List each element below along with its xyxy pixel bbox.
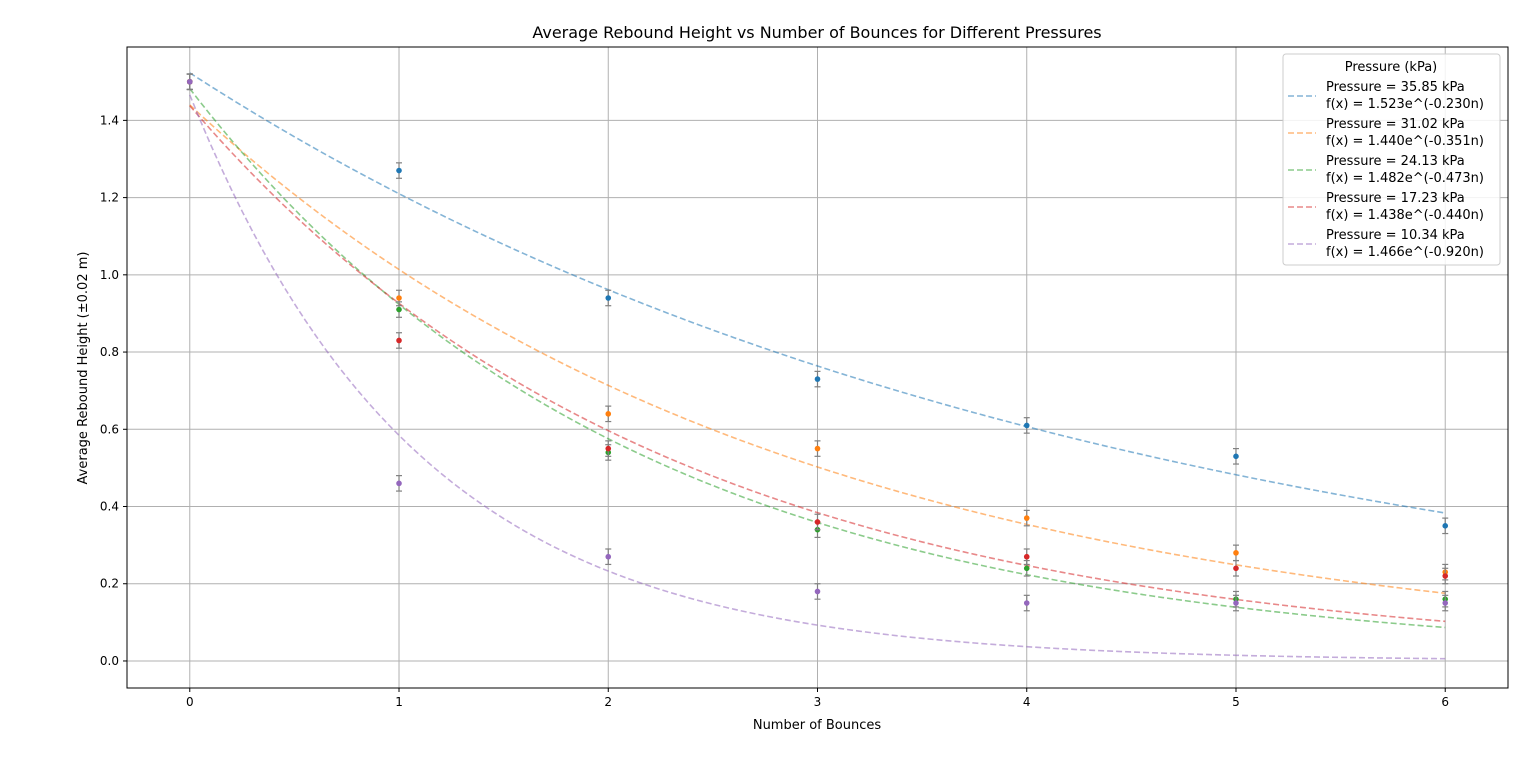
data-point — [396, 337, 402, 344]
data-point — [1233, 453, 1239, 460]
data-point — [396, 295, 402, 301]
data-point — [814, 588, 821, 595]
legend-fit-label-series-3: f(x) = 1.482e^(-0.473n) — [1326, 171, 1484, 186]
x-tick-label: 6 — [1441, 695, 1449, 709]
data-point — [1442, 573, 1449, 579]
fit-curve-series-5 — [189, 94, 1446, 660]
data-point — [1023, 515, 1030, 521]
legend-label-series-3: Pressure = 24.13 kPa — [1326, 154, 1465, 169]
y-tick-label: 0.2 — [100, 577, 119, 591]
legend-box — [1282, 53, 1501, 266]
data-point — [1233, 550, 1239, 556]
data-point — [605, 295, 612, 301]
x-tick-label: 1 — [395, 695, 403, 709]
legend-label-series-5: Pressure = 10.34 kPa — [1326, 228, 1465, 243]
fit-curve-series-1 — [189, 72, 1446, 514]
y-tick-label: 1.0 — [100, 268, 119, 282]
data-point — [396, 306, 402, 313]
x-tick-label: 5 — [1232, 695, 1240, 709]
x-axis-label: Number of Bounces — [753, 718, 882, 733]
data-point — [1233, 565, 1239, 572]
data-point — [1442, 600, 1449, 606]
y-axis-ticks: 0.0 0.2 0.4 0.6 0.8 1.0 1.2 1.4 — [100, 113, 127, 668]
y-tick-label: 1.4 — [100, 113, 119, 127]
y-tick-label: 0.8 — [100, 345, 119, 359]
chart-title: Average Rebound Height vs Number of Boun… — [532, 23, 1101, 42]
data-point — [814, 376, 821, 382]
y-axis-label: Average Rebound Height (±0.02 m) — [76, 252, 91, 485]
legend-label-series-1: Pressure = 35.85 kPa — [1326, 80, 1465, 95]
data-point — [1023, 600, 1030, 606]
x-tick-label: 4 — [1023, 695, 1031, 709]
fit-curve-series-2 — [189, 104, 1446, 595]
y-tick-label: 0.6 — [100, 422, 119, 436]
legend-fit-label-series-2: f(x) = 1.440e^(-0.351n) — [1326, 134, 1484, 149]
y-tick-label: 0.0 — [100, 654, 119, 668]
data-point — [1023, 565, 1030, 572]
data-point — [605, 553, 612, 560]
legend-fit-label-series-1: f(x) = 1.523e^(-0.230n) — [1326, 97, 1484, 112]
legend: Pressure (kPa) Pressure = 35.85 kPa f(x) … — [1282, 53, 1501, 266]
legend-title: Pressure (kPa) — [1345, 60, 1438, 75]
data-point — [1442, 523, 1449, 529]
data-point — [814, 519, 821, 525]
data-point — [186, 78, 193, 85]
grid — [127, 47, 1508, 688]
legend-label-series-4: Pressure = 17.23 kPa — [1326, 191, 1465, 206]
series-5-points — [186, 73, 1449, 612]
data-point — [396, 167, 402, 174]
legend-fit-label-series-4: f(x) = 1.438e^(-0.440n) — [1326, 208, 1484, 223]
y-tick-label: 1.2 — [100, 191, 119, 205]
x-tick-label: 3 — [814, 695, 822, 709]
legend-items: Pressure = 35.85 kPa f(x) = 1.523e^(-0.23… — [1288, 80, 1484, 260]
y-tick-label: 0.4 — [100, 500, 119, 514]
legend-fit-label-series-5: f(x) = 1.466e^(-0.920n) — [1326, 245, 1484, 260]
data-point — [814, 445, 821, 452]
x-tick-label: 2 — [604, 695, 612, 709]
data-point — [1023, 553, 1030, 560]
data-point — [605, 411, 612, 417]
data-point — [1233, 600, 1239, 606]
data-point — [605, 445, 612, 452]
x-tick-label: 0 — [186, 695, 194, 709]
data-point — [1023, 422, 1030, 429]
data-point — [396, 480, 402, 487]
data-points — [186, 73, 1449, 612]
x-axis-ticks: 0 1 2 3 4 5 6 — [186, 688, 1449, 709]
legend-label-series-2: Pressure = 31.02 kPa — [1326, 117, 1465, 132]
